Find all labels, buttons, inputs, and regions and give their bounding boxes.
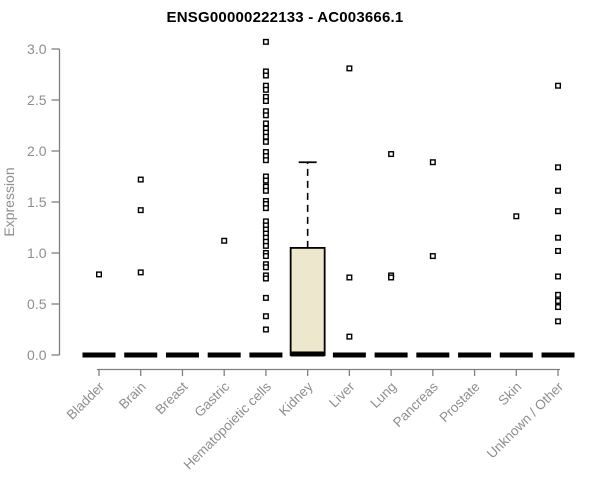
outlier-point [346, 274, 353, 281]
x-category-label: Lung [367, 379, 399, 411]
outlier-point [388, 274, 395, 281]
y-tick-label: 0.0 [27, 347, 47, 363]
outlier-point [555, 247, 562, 254]
y-tick-label: 0.5 [27, 296, 47, 312]
boxplot-breast [165, 352, 199, 358]
outlier-point [137, 269, 144, 276]
outlier-point [555, 273, 562, 280]
outlier-point [429, 253, 436, 260]
x-category-label: Liver [326, 379, 358, 411]
boxplot-lung [374, 151, 408, 358]
outlier-point [346, 333, 353, 340]
boxplot-bladder [82, 271, 116, 358]
outlier-point [262, 294, 269, 301]
y-tick-label: 3.0 [27, 41, 47, 57]
x-category-label: Prostate [437, 379, 483, 425]
collapsed-box [249, 352, 283, 358]
x-category-label: Bladder [64, 379, 108, 423]
outlier-point [262, 264, 269, 271]
boxplot-unknown-other [541, 82, 575, 358]
outlier-point [262, 86, 269, 93]
x-category-label: Skin [495, 379, 524, 408]
outlier-point [262, 138, 269, 145]
collapsed-box [124, 352, 158, 358]
median-line [290, 351, 325, 357]
outlier-point [137, 176, 144, 183]
chart-title: ENSG00000222133 - AC003666.1 [166, 9, 404, 26]
outlier-point [262, 38, 269, 45]
outlier-point [513, 213, 520, 220]
y-tick-label: 2.0 [27, 143, 47, 159]
collapsed-box [416, 352, 450, 358]
outlier-point [555, 234, 562, 241]
x-category-label: Pancreas [390, 379, 441, 430]
boxplot-prostate [458, 352, 492, 358]
outlier-point [429, 159, 436, 166]
collapsed-box [499, 352, 533, 358]
outlier-point [388, 151, 395, 158]
outlier-point [262, 133, 269, 140]
x-category-label: Breast [152, 379, 190, 417]
collapsed-box [374, 352, 408, 358]
x-category-label: Brain [116, 379, 149, 412]
outlier-point [346, 65, 353, 72]
outlier-point [555, 187, 562, 194]
x-category-label: Kidney [276, 379, 316, 419]
outlier-point [262, 157, 269, 164]
outlier-point [262, 112, 269, 119]
outlier-point [262, 205, 269, 212]
outlier-point [555, 82, 562, 89]
outlier-point [262, 72, 269, 79]
boxplot-hematopoietic-cells [249, 38, 283, 358]
outlier-point [221, 237, 228, 244]
outlier-point [262, 242, 269, 249]
collapsed-box [207, 352, 241, 358]
x-category-label: Gastric [191, 379, 232, 420]
outlier-point [555, 164, 562, 171]
collapsed-box [541, 352, 575, 358]
outlier-point [262, 98, 269, 105]
outlier-point [555, 318, 562, 325]
collapsed-box [165, 352, 199, 358]
y-tick-label: 1.5 [27, 194, 47, 210]
collapsed-box [458, 352, 492, 358]
outlier-point [555, 304, 562, 311]
outlier-point [137, 207, 144, 214]
boxplot-gastric [207, 237, 241, 358]
outlier-point [262, 313, 269, 320]
box [289, 246, 326, 356]
y-tick-label: 1.0 [27, 245, 47, 261]
outlier-point [262, 253, 269, 260]
outlier-point [555, 291, 562, 298]
boxplot-skin [499, 213, 533, 358]
outlier-point [95, 271, 102, 278]
boxplot-brain [124, 176, 158, 358]
y-axis-title: Expression [1, 167, 17, 236]
boxplot-pancreas [416, 159, 450, 358]
collapsed-box [82, 352, 116, 358]
outlier-point [262, 187, 269, 194]
outlier-point [555, 208, 562, 215]
y-axis: 0.0 0.5 1.0 1.5 2.0 2.5 3.0 Expression [1, 41, 61, 363]
x-category-label: Unknown / Other [484, 379, 567, 462]
outlier-point [262, 120, 269, 127]
outlier-point [262, 275, 269, 282]
outlier-point [555, 297, 562, 304]
collapsed-box [332, 352, 366, 358]
outlier-point [262, 177, 269, 184]
y-tick-label: 2.5 [27, 92, 47, 108]
outlier-point [262, 326, 269, 333]
boxplot-kidney [289, 161, 326, 357]
boxplot-liver [332, 65, 366, 358]
